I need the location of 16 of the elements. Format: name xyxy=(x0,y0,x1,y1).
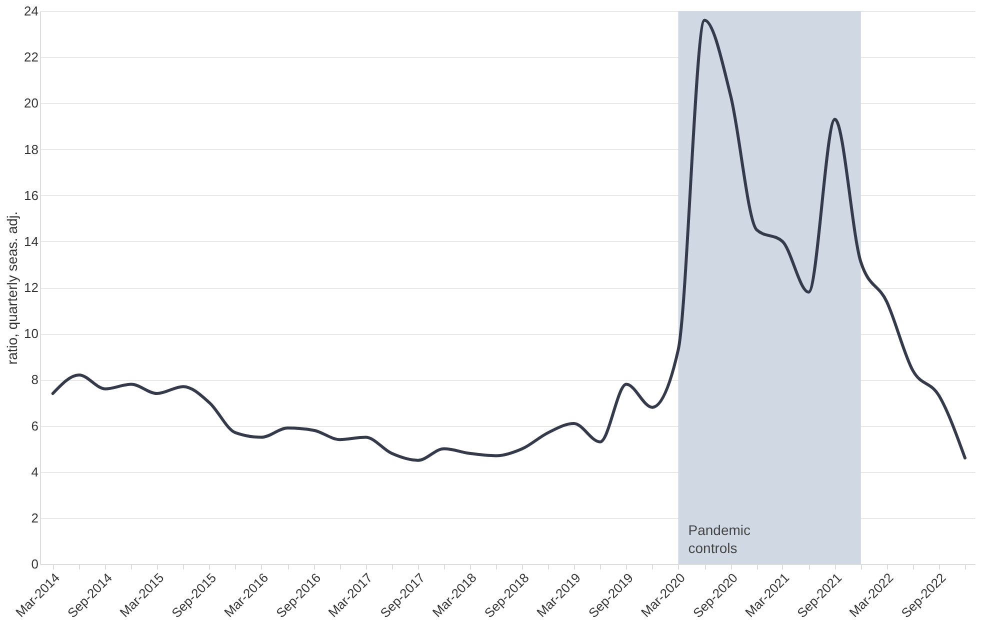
y-tick-label: 24 xyxy=(24,4,38,18)
y-tick-label: 16 xyxy=(24,188,38,203)
y-tick-label: 14 xyxy=(24,234,38,249)
y-tick-label: 12 xyxy=(24,280,38,295)
y-tick-label: 20 xyxy=(24,96,38,111)
y-tick-label: 8 xyxy=(31,372,38,388)
y-tick-label: 4 xyxy=(31,464,38,480)
y-axis-title: ratio, quarterly seas. adj. xyxy=(4,211,20,365)
y-tick-label: 0 xyxy=(31,556,38,572)
y-tick-label: 10 xyxy=(24,326,38,342)
y-tick-label: 6 xyxy=(31,418,38,434)
line-series xyxy=(51,18,967,462)
y-tick-label: 22 xyxy=(24,50,38,65)
band-label: Pandemic controls xyxy=(688,522,751,556)
y-tick-label: 2 xyxy=(31,510,38,526)
y-tick-label: 18 xyxy=(24,142,38,157)
